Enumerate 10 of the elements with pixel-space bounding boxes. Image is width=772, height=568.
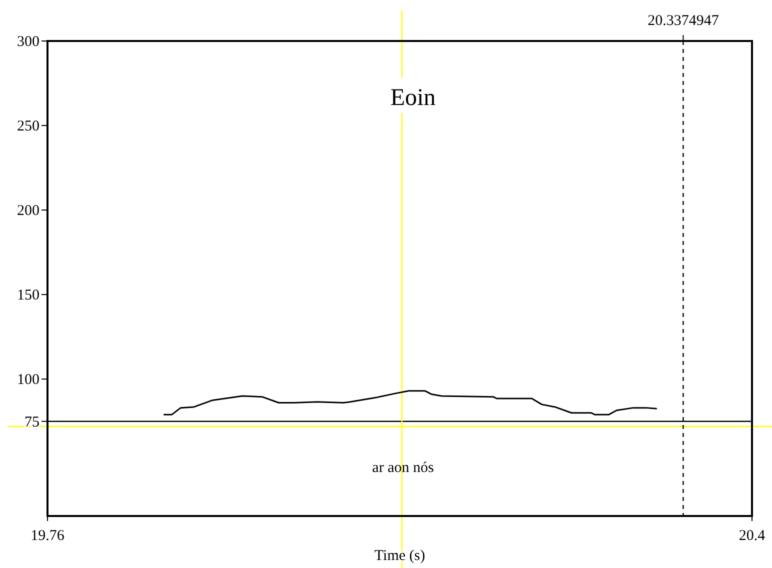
- ref-line-label: 20.3374947: [648, 13, 720, 29]
- y-tick-label: 200: [17, 203, 40, 220]
- y-tick-label: 100: [17, 372, 40, 388]
- y-tick-label: 150: [17, 288, 40, 304]
- x-tick-label: 20.4: [738, 528, 766, 544]
- y-tick-label: 250: [17, 118, 40, 135]
- annotation: Eoin: [390, 85, 436, 111]
- line-series: [163, 390, 657, 416]
- x-tick-label: 19.76: [30, 528, 65, 544]
- y-tick-label: 300: [17, 34, 40, 50]
